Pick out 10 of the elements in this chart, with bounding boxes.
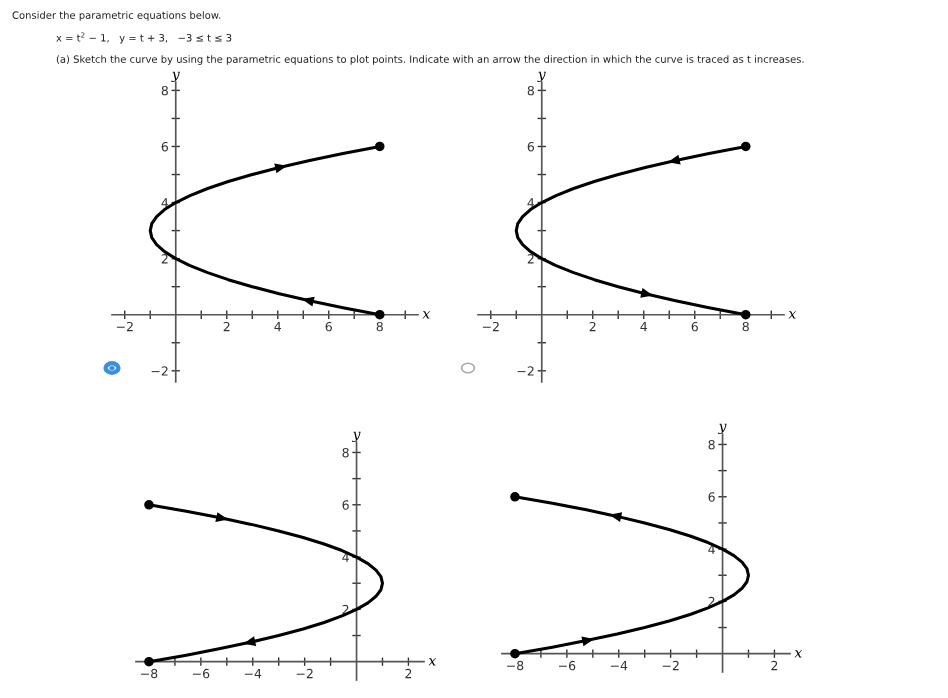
line-series — [513, 495, 751, 656]
line-series — [514, 144, 748, 317]
point — [374, 141, 385, 152]
point — [374, 309, 385, 320]
point — [740, 141, 751, 152]
line-series — [147, 503, 385, 664]
point — [740, 309, 751, 320]
point — [144, 499, 154, 510]
point — [510, 491, 520, 502]
line-series — [148, 144, 382, 317]
